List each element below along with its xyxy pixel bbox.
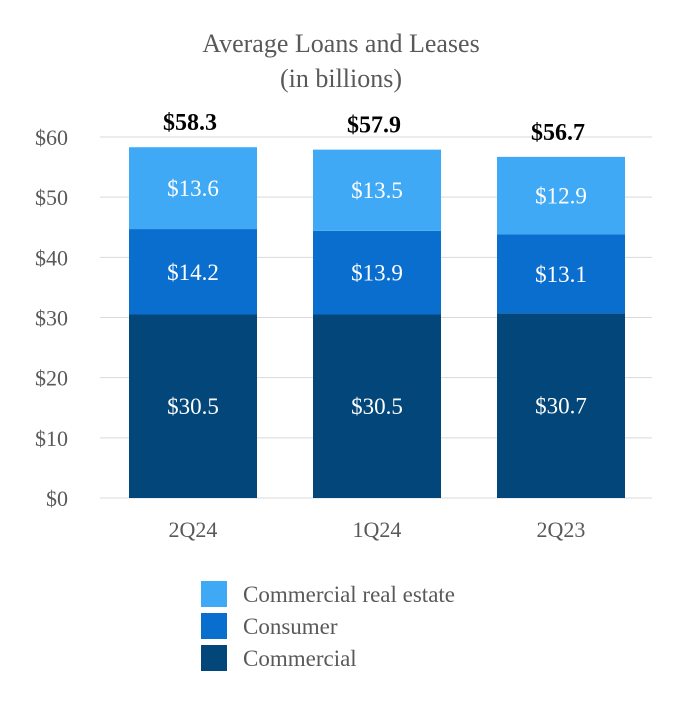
bar-segment-consumer	[497, 234, 625, 314]
y-tick-label: $20	[35, 366, 68, 391]
bar-segment-consumer	[129, 229, 257, 315]
x-tick-label: 2Q23	[537, 517, 586, 542]
bars: $30.5 $14.2 $13.6 $58.3 $30.5 $13.9 $13.5 $57.9…	[129, 110, 625, 498]
data-label-consumer: $14.2	[167, 260, 219, 285]
bar-stack-2q23: $30.7 $13.1 $12.9 $56.7	[497, 120, 625, 498]
y-tick-label: $0	[46, 486, 68, 511]
x-tick-label: 2Q24	[169, 517, 218, 542]
bar-segment-commercial	[497, 313, 625, 498]
y-tick-label: $30	[35, 306, 68, 331]
bar-segment-commercial-real-estate	[129, 147, 257, 230]
y-tick-label: $40	[35, 245, 68, 270]
y-tick-label: $10	[35, 426, 68, 451]
data-label-commercial: $30.5	[167, 394, 219, 419]
data-label-consumer: $13.9	[351, 261, 403, 286]
legend-swatch-consumer	[201, 613, 227, 639]
legend-item-commercial: Commercial	[201, 645, 357, 671]
y-tick-label: $50	[35, 185, 68, 210]
y-axis: $0 $10 $20 $30 $40 $50 $60	[35, 125, 68, 511]
x-axis: 2Q24 1Q24 2Q23	[169, 517, 586, 542]
data-label-commercial: $30.7	[535, 394, 587, 419]
data-label-consumer: $13.1	[535, 262, 587, 287]
legend-label-consumer: Consumer	[243, 614, 338, 639]
legend-item-commercial-real-estate: Commercial real estate	[201, 581, 455, 607]
total-label: $58.3	[163, 110, 217, 136]
x-tick-label: 1Q24	[353, 517, 402, 542]
bar-segment-commercial-real-estate	[313, 149, 441, 231]
bar-segment-commercial	[129, 314, 257, 498]
bar-segment-commercial	[313, 314, 441, 498]
bar-segment-commercial-real-estate	[497, 156, 625, 235]
chart-title-line-1: Average Loans and Leases	[202, 29, 479, 58]
data-label-commercial: $30.5	[351, 394, 403, 419]
total-label: $57.9	[347, 113, 401, 139]
legend-label-commercial-real-estate: Commercial real estate	[243, 582, 455, 607]
total-label: $56.7	[531, 120, 585, 146]
bar-segment-consumer	[313, 230, 441, 315]
y-tick-label: $60	[35, 125, 68, 150]
chart-title: Average Loans and Leases (in billions)	[202, 29, 479, 93]
legend-label-commercial: Commercial	[243, 646, 357, 671]
legend-item-consumer: Consumer	[201, 613, 338, 639]
legend-swatch-commercial-real-estate	[201, 581, 227, 607]
data-label-commercial-real-estate: $13.5	[351, 178, 403, 203]
data-label-commercial-real-estate: $12.9	[535, 184, 587, 209]
data-label-commercial-real-estate: $13.6	[167, 176, 219, 201]
bar-stack-2q24: $30.5 $14.2 $13.6 $58.3	[129, 110, 257, 498]
legend-swatch-commercial	[201, 645, 227, 671]
legend: Commercial real estate Consumer Commercial	[201, 581, 455, 671]
bar-stack-1q24: $30.5 $13.9 $13.5 $57.9	[313, 113, 441, 498]
chart-title-line-2: (in billions)	[280, 64, 402, 93]
